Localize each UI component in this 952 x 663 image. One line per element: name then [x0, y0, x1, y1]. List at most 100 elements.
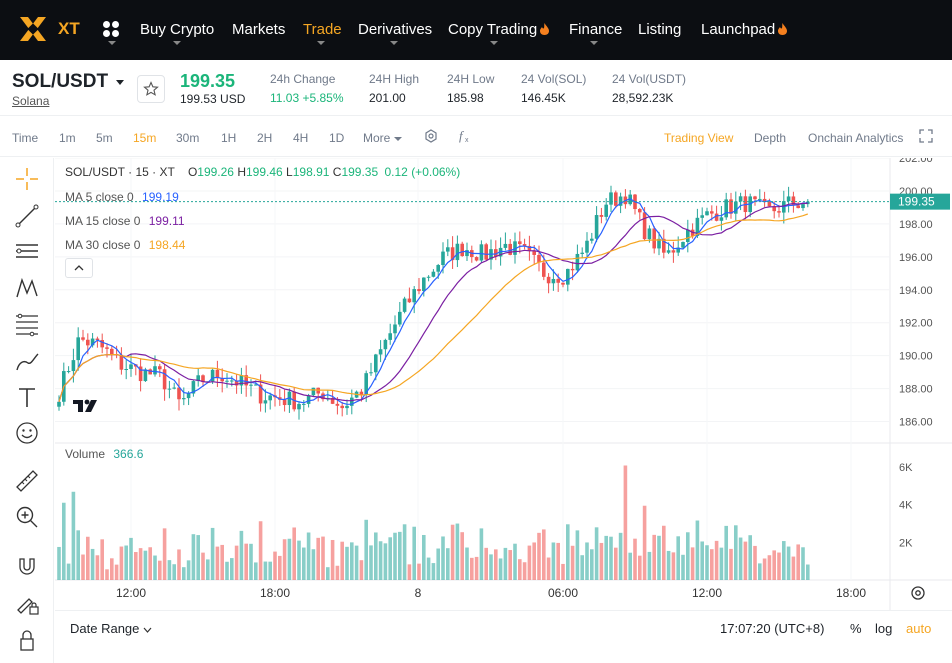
volume-bar — [57, 546, 61, 580]
ticker-header: SOL/USDT Solana 199.35 199.53 USD 24h Ch… — [0, 60, 952, 116]
volume-bar — [71, 491, 76, 580]
candle-body — [465, 250, 469, 257]
more-intervals-button[interactable]: More — [363, 131, 402, 145]
nav-finance[interactable]: Finance — [569, 21, 623, 38]
interval-30m[interactable]: 30m — [176, 131, 200, 145]
candle-body — [201, 375, 205, 383]
fib-retracement-icon[interactable] — [14, 311, 40, 337]
candle-body — [66, 371, 71, 373]
volume-bar — [489, 554, 493, 580]
candle-body — [268, 395, 272, 401]
candle-body — [369, 372, 373, 374]
logo-text[interactable]: XT — [58, 19, 80, 38]
volume-bar — [508, 550, 512, 580]
interval-15m[interactable]: 15m — [133, 131, 157, 145]
chart-settings-icon[interactable] — [910, 585, 926, 601]
tab-depth[interactable]: Depth — [754, 131, 787, 145]
volume-bar — [748, 535, 752, 580]
interval-time[interactable]: Time — [12, 131, 39, 145]
volume-bar — [62, 502, 66, 580]
pair-selector[interactable]: SOL/USDT — [12, 71, 109, 92]
ruler-icon[interactable] — [14, 468, 40, 494]
stat-24h-high: 24H High 201.00 — [369, 72, 419, 105]
trend-line-icon[interactable] — [14, 203, 40, 229]
crosshair-icon[interactable] — [14, 166, 40, 192]
coin-name-link[interactable]: Solana — [12, 94, 50, 108]
volume-bar — [306, 532, 311, 580]
interval-1d[interactable]: 1D — [329, 131, 345, 145]
volume-bar — [575, 530, 580, 580]
xt-logo-icon[interactable] — [18, 14, 48, 44]
volume-bar — [278, 555, 282, 580]
candle-body — [234, 380, 239, 386]
date-range-button[interactable]: Date Range — [70, 621, 152, 636]
volume-bar — [638, 555, 642, 580]
favorite-button[interactable] — [137, 75, 165, 103]
lock-drawing-icon[interactable] — [14, 590, 40, 616]
volume-bar — [714, 540, 719, 580]
volume-bar — [465, 547, 469, 580]
volume-bar — [546, 557, 551, 580]
apps-grid-icon[interactable] — [102, 20, 120, 38]
chart-canvas[interactable]: 202.00200.00198.00196.00194.00192.00190.… — [55, 153, 952, 610]
interval-1m[interactable]: 1m — [59, 131, 76, 145]
volume-bar — [402, 524, 407, 580]
volume-bar — [700, 541, 704, 580]
candle-body — [153, 366, 157, 375]
log-toggle[interactable]: log — [875, 621, 893, 636]
lock-icon[interactable] — [14, 627, 40, 653]
volume-bar — [158, 560, 162, 580]
magnet-icon[interactable] — [14, 553, 40, 579]
candle-body — [76, 337, 80, 361]
volume-tick-label: 6K — [899, 462, 913, 474]
tab-trading-view[interactable]: Trading View — [664, 131, 734, 145]
interval-1h[interactable]: 1H — [221, 131, 237, 145]
volume-bar — [86, 536, 90, 580]
nav-copy-trading[interactable]: Copy Trading — [448, 21, 550, 38]
tab-onchain-analytics[interactable]: Onchain Analytics — [808, 131, 904, 145]
interval-2h[interactable]: 2H — [257, 131, 273, 145]
candle-body — [359, 391, 364, 395]
percent-toggle[interactable]: % — [850, 621, 862, 636]
volume-bar — [599, 542, 604, 580]
nav-buy-crypto[interactable]: Buy Crypto — [140, 21, 215, 38]
collapse-legend-button[interactable] — [65, 258, 93, 278]
interval-5m[interactable]: 5m — [96, 131, 113, 145]
candle-body — [700, 215, 704, 218]
candle-body — [71, 360, 76, 372]
clock-timezone[interactable]: 17:07:20 (UTC+8) — [720, 621, 825, 636]
pattern-icon[interactable] — [14, 275, 40, 301]
volume-bar — [791, 556, 796, 580]
price-tick-label: 186.00 — [899, 417, 933, 429]
candle-body — [657, 238, 661, 249]
fullscreen-icon[interactable] — [919, 129, 933, 143]
time-tick-label: 12:00 — [692, 586, 722, 600]
nav-markets[interactable]: Markets — [232, 21, 286, 38]
nav-launchpad[interactable]: Launchpad — [701, 21, 788, 38]
nav-trade[interactable]: Trade — [303, 21, 342, 38]
interval-4h[interactable]: 4H — [293, 131, 309, 145]
auto-toggle[interactable]: auto — [906, 621, 932, 636]
horizontal-lines-icon[interactable] — [14, 238, 40, 264]
last-price-badge — [890, 193, 950, 210]
settings-icon[interactable] — [424, 129, 438, 143]
volume-bar — [230, 558, 234, 580]
candle-body — [210, 369, 215, 382]
zoom-in-icon[interactable] — [14, 504, 40, 530]
nav-derivatives[interactable]: Derivatives — [358, 21, 433, 38]
candle-body — [570, 268, 575, 271]
chevron-down-icon[interactable] — [116, 80, 124, 85]
nav-listing[interactable]: Listing — [638, 21, 682, 38]
volume-bar — [182, 567, 186, 580]
volume-bar — [604, 535, 608, 580]
price-chart[interactable]: 202.00 200.00 198.00 196.00 194.00 192.00 190.… — [55, 153, 952, 610]
brush-icon[interactable] — [14, 348, 40, 374]
candle-body — [604, 204, 608, 217]
volume-bar — [518, 559, 522, 580]
tradingview-logo-icon[interactable] — [72, 398, 98, 414]
emoji-icon[interactable] — [14, 420, 40, 446]
text-icon[interactable] — [14, 384, 40, 410]
volume-bar — [681, 554, 685, 580]
candle-body — [402, 298, 407, 312]
